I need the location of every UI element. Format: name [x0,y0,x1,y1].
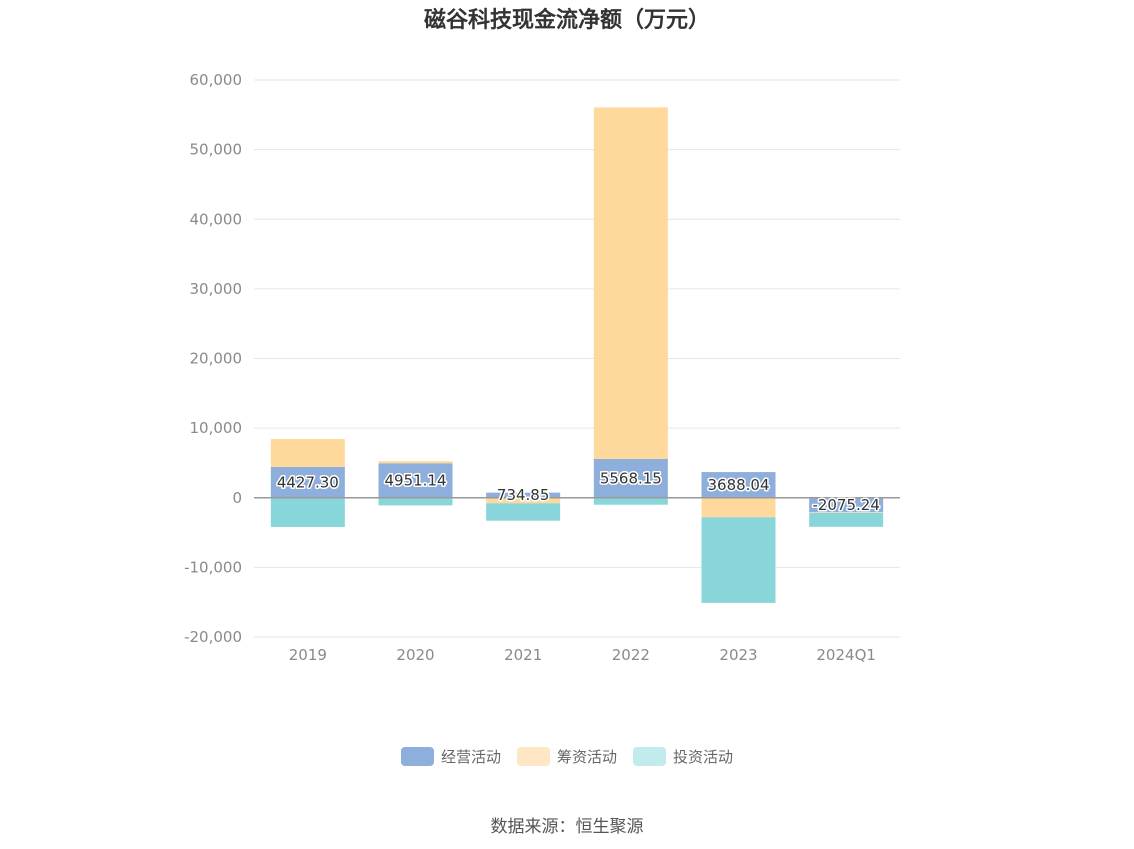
legend-label-investing: 投资活动 [673,748,734,766]
bar-investing[interactable] [593,497,668,505]
grid-lines [254,79,900,638]
y-tick-label: 10,000 [190,419,243,437]
bar-financing[interactable] [378,461,453,464]
y-tick-label: 30,000 [190,280,243,298]
axes: 60,000 50,000 40,000 30,000 20,000 10,000 0 -10… [184,71,900,664]
legend-swatch-financing [516,747,550,766]
bar-financing[interactable] [486,497,561,504]
y-tick-label: -20,000 [184,628,242,646]
bar-operating[interactable] [809,497,884,513]
y-tick-label: 20,000 [190,350,243,368]
chart-title: 磁谷科技现金流净额（万元） [423,8,710,33]
bar-financing[interactable] [593,107,668,459]
bars [270,107,884,603]
x-tick-label: 2020 [396,646,434,664]
x-tick-label: 2024Q1 [816,646,876,664]
bar-investing[interactable] [378,497,453,506]
chart-area: 60,000 50,000 40,000 30,000 20,000 10,000 0 -10… [184,71,900,664]
data-label: 3688.04 [707,476,769,494]
legend: 经营活动 筹资活动 投资活动 [0,746,1134,767]
y-tick-label: 60,000 [190,71,243,89]
bar-investing[interactable] [701,517,776,603]
x-tick-label: 2022 [612,646,650,664]
y-tick-label: 40,000 [190,210,243,228]
y-tick-label: 0 [232,489,242,507]
bar-operating[interactable] [701,472,776,498]
legend-swatch-operating [400,747,434,766]
bar-investing[interactable] [270,497,345,527]
x-tick-label: 2023 [719,646,757,664]
legend-item-operating[interactable]: 经营活动 [400,746,501,767]
legend-item-financing[interactable]: 筹资活动 [516,746,617,767]
y-tick-label: 50,000 [190,141,243,159]
data-labels: 4427.30 4951.14 734.85 5568.15 3688.04 -2075.… [275,468,881,516]
data-label: 4427.30 [277,473,339,491]
legend-swatch-investing [633,747,666,766]
y-tick-label: -10,000 [184,558,242,576]
bar-financing[interactable] [809,512,884,513]
bar-operating[interactable] [593,458,668,498]
bar-financing[interactable] [270,439,345,467]
data-label: 734.85 [497,486,550,504]
bar-investing[interactable] [486,503,561,521]
data-label: -2075.24 [812,496,879,514]
bar-operating[interactable] [270,466,345,498]
x-tick-label: 2021 [504,646,542,664]
data-label: 4951.14 [384,472,446,490]
data-label: 5568.15 [600,469,662,487]
data-source: 数据来源：恒生聚源 [490,817,644,837]
x-tick-label: 2019 [289,646,327,664]
bar-financing[interactable] [701,497,776,518]
bar-operating[interactable] [378,463,453,498]
legend-item-investing[interactable]: 投资活动 [633,746,733,767]
legend-label-operating: 经营活动 [440,748,501,766]
legend-label-financing: 筹资活动 [556,748,617,766]
bar-operating[interactable] [486,492,561,498]
bar-investing[interactable] [809,512,884,527]
